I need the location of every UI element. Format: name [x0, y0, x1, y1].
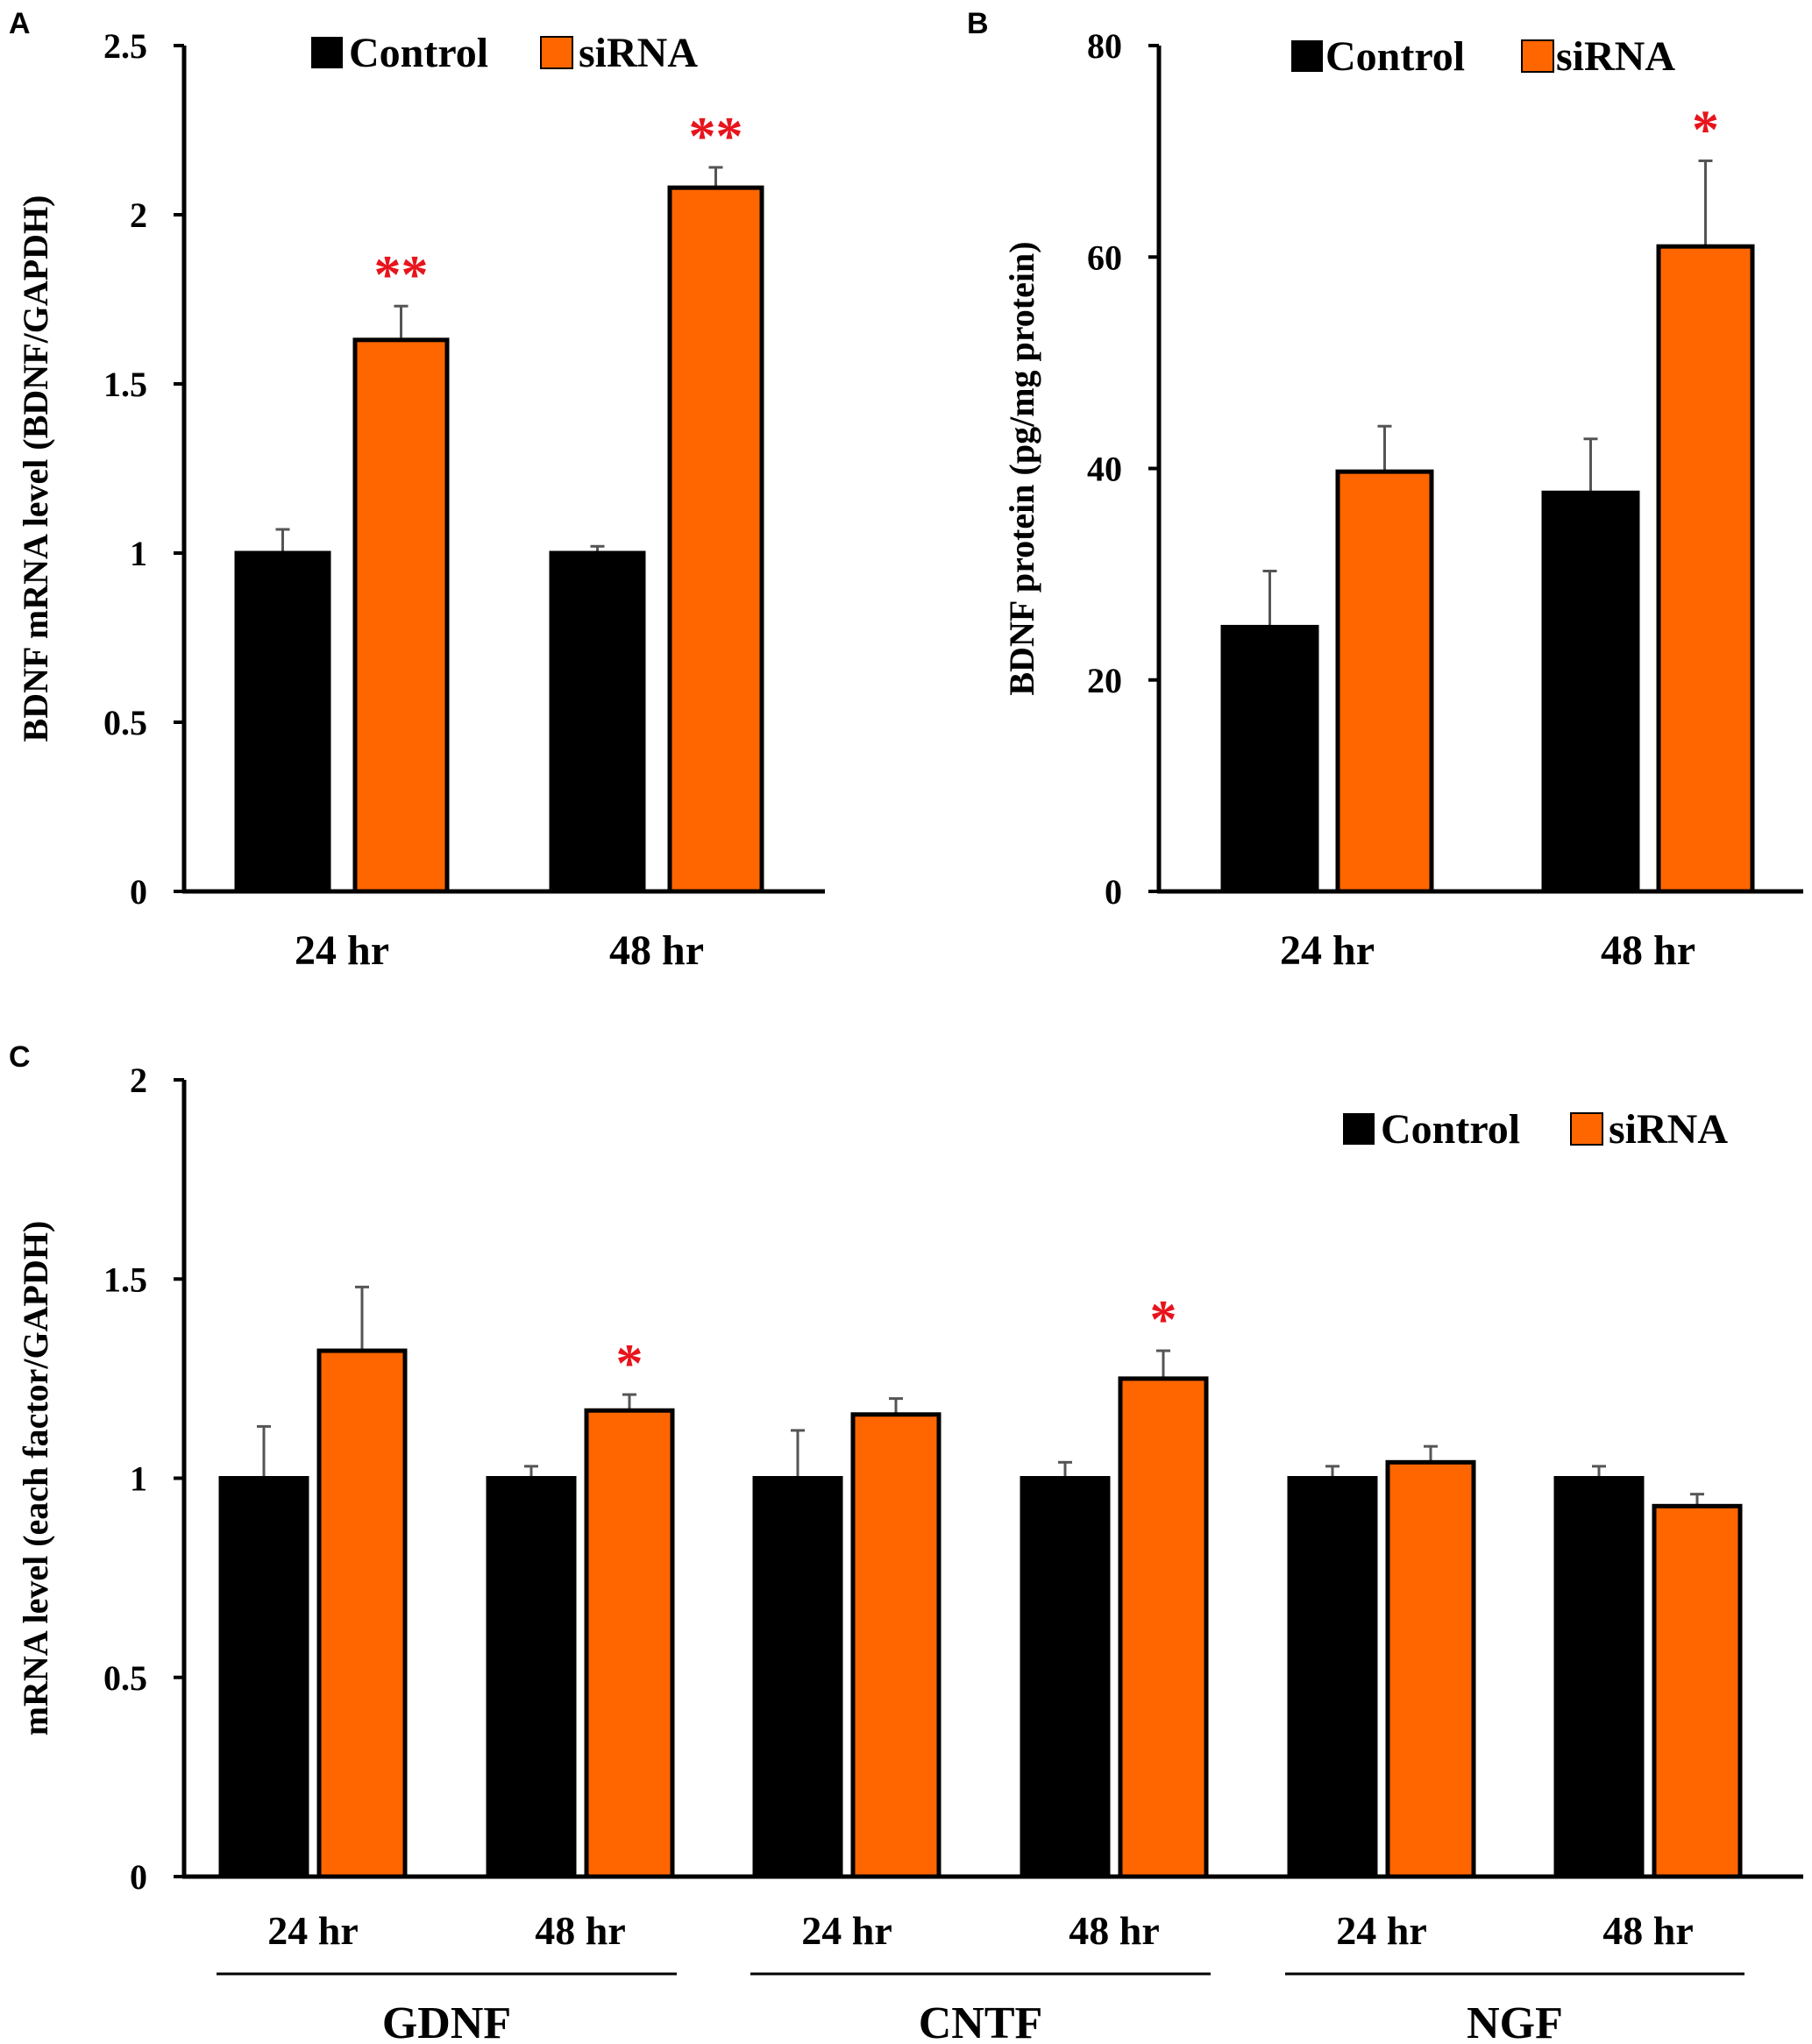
bar-control-1	[218, 1476, 309, 1879]
legend-label-sirna: siRNA	[1609, 1106, 1728, 1153]
legend-label-sirna: siRNA	[1556, 33, 1675, 80]
x-category-label: 48 hr	[535, 1908, 626, 1953]
legend-swatch-sirna	[1521, 39, 1554, 73]
significance-marker: **	[689, 107, 743, 167]
bar-sirna-5	[1385, 1459, 1476, 1879]
group-label: CNTF	[919, 1998, 1043, 2044]
bar-sirna-4	[1118, 1376, 1209, 1879]
bar-sirna-2	[667, 185, 764, 894]
panel-letter: A	[9, 7, 31, 40]
bar-sirna-6	[1652, 1503, 1743, 1879]
bar-sirna-3	[850, 1412, 942, 1879]
bar-control-2	[549, 550, 646, 894]
legend-swatch-sirna	[540, 36, 573, 69]
bar-control-6	[1553, 1476, 1645, 1879]
significance-marker: *	[616, 1334, 643, 1394]
x-category-label: 48 hr	[609, 927, 704, 974]
y-axis-title: BDNF protein (pg/mg protein)	[1002, 241, 1041, 695]
y-tick-label: 1	[130, 534, 147, 573]
x-category-label: 24 hr	[1336, 1908, 1427, 1953]
legend-label-control: Control	[1325, 33, 1465, 80]
x-category-label: 24 hr	[801, 1908, 892, 1953]
chart-panel-b: B 0 20 40 60 80 BDNF protein (pg/mg protein) 24…	[967, 7, 1803, 974]
bar-sirna-1	[352, 337, 450, 894]
bar-sirna-1	[1335, 469, 1434, 894]
legend-swatch-control	[311, 37, 343, 68]
bar-control-5	[1287, 1476, 1378, 1879]
legend-swatch-sirna	[1570, 1112, 1603, 1146]
x-category-label: 48 hr	[1601, 927, 1695, 974]
bar-control-2	[486, 1476, 577, 1879]
legend: Control siRNA	[1343, 1106, 1728, 1153]
legend-swatch-control	[1291, 40, 1323, 72]
legend-label-control: Control	[349, 30, 488, 76]
y-tick-label: 20	[1087, 661, 1122, 700]
y-tick-label: 2.5	[103, 26, 147, 66]
y-tick-label: 0	[130, 872, 147, 912]
y-tick-label: 0	[130, 1857, 147, 1897]
bar-control-3	[752, 1476, 843, 1879]
y-tick-label: 0.5	[103, 703, 147, 742]
legend: Control siRNA	[1291, 33, 1675, 80]
bar-sirna-2	[1656, 244, 1755, 894]
y-axis-title: BDNF mRNA level (BDNF/GAPDH)	[16, 195, 55, 742]
bar-control-1	[234, 550, 331, 894]
significance-marker: **	[374, 245, 429, 305]
x-category-label: 48 hr	[1069, 1908, 1160, 1953]
y-tick-label: 0	[1105, 872, 1122, 912]
significance-marker: *	[1692, 100, 1719, 160]
y-tick-label: 1	[130, 1459, 147, 1499]
legend-label-control: Control	[1381, 1106, 1520, 1153]
y-tick-label: 2	[130, 195, 147, 235]
legend-label-sirna: siRNA	[579, 30, 698, 76]
x-category-label: 24 hr	[295, 927, 389, 974]
y-tick-label: 60	[1087, 238, 1122, 277]
bar-sirna-2	[584, 1408, 675, 1879]
y-tick-label: 1.5	[103, 1260, 147, 1299]
y-tick-label: 40	[1087, 450, 1122, 489]
significance-marker: *	[1150, 1290, 1177, 1350]
chart-panel-a: A 0 0.5 1 1.5 2 2.5 BDNF mRNA level (BDNF/GAPDH…	[9, 7, 825, 974]
group-label: GDNF	[382, 1998, 511, 2044]
bar-control-1	[1220, 624, 1319, 894]
legend: Control siRNA	[311, 30, 698, 76]
y-tick-label: 0.5	[103, 1658, 147, 1698]
bar-sirna-1	[316, 1348, 408, 1879]
bar-control-2	[1541, 490, 1640, 894]
y-tick-label: 1.5	[103, 365, 147, 404]
y-tick-label: 2	[130, 1061, 147, 1100]
panel-letter: C	[9, 1040, 31, 1074]
bar-control-4	[1020, 1476, 1111, 1879]
chart-panel-c: C 0 0.5 1 1.5 2 mRNA level (each factor/GAPDH)…	[9, 1040, 1803, 2044]
y-tick-label: 80	[1087, 26, 1122, 66]
y-axis-title: mRNA level (each factor/GAPDH)	[16, 1221, 55, 1736]
x-category-label: 24 hr	[1280, 927, 1375, 974]
panel-letter: B	[967, 7, 989, 40]
group-label: NGF	[1467, 1998, 1563, 2044]
x-category-label: 24 hr	[267, 1908, 359, 1953]
legend-swatch-control	[1343, 1113, 1375, 1145]
x-category-label: 48 hr	[1602, 1908, 1694, 1953]
